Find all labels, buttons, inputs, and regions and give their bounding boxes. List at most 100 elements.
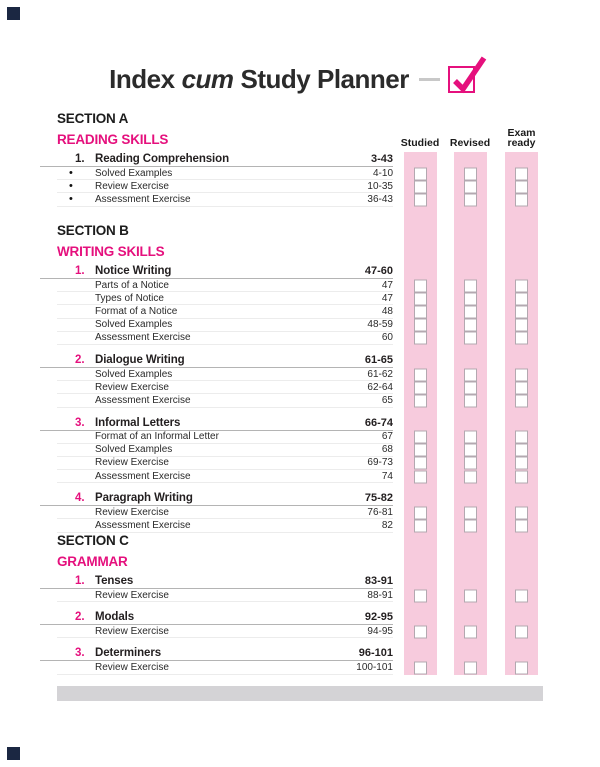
checkbox-studied[interactable] [414,394,427,408]
checkbox-exam-ready[interactable] [515,470,528,484]
topic-pages: 61-65 [364,353,393,366]
topic-group: 1. Tenses 83-91 Review Exercise 88-91 [40,574,543,603]
checkbox-revised[interactable] [464,180,477,194]
checkbox-studied[interactable] [414,193,427,207]
checkbox-revised[interactable] [464,470,477,484]
item-row: Assessment Exercise 60 [57,331,543,345]
checkbox-exam-ready[interactable] [515,305,528,319]
checkbox-exam-ready[interactable] [515,331,528,345]
checkbox-studied[interactable] [414,167,427,181]
checkbox-revised[interactable] [464,368,477,382]
checkbox-studied[interactable] [414,305,427,319]
topic-row: 1. Notice Writing 47-60 [40,264,393,279]
checkbox-revised[interactable] [464,661,477,675]
item-text: Assessment Exercise 60 [57,332,393,345]
checkbox-revised[interactable] [464,443,477,457]
item-row: Assessment Exercise 65 [57,394,543,408]
item-text: Solved Examples 61-62 [57,368,393,382]
checkbox-revised[interactable] [464,292,477,306]
checkbox-revised[interactable] [464,506,477,520]
topic-row: 2. Dialogue Writing 61-65 [40,353,393,368]
item-label: Review Exercise [95,180,169,192]
checkbox-exam-ready[interactable] [515,625,528,639]
checkbox-revised[interactable] [464,193,477,207]
checkbox-exam-ready[interactable] [515,443,528,457]
checkbox-exam-ready[interactable] [515,292,528,306]
item-label: Parts of a Notice [95,279,169,291]
item-row: Assessment Exercise 74 [57,470,543,484]
topic-pages: 47-60 [364,265,393,277]
topic-title: Tenses [95,575,134,587]
checkbox-exam-ready[interactable] [515,180,528,194]
checkbox-revised[interactable] [464,279,477,293]
item-pages: 65 [381,394,393,406]
checkbox-exam-ready[interactable] [515,167,528,181]
checkbox-exam-ready[interactable] [515,589,528,603]
checkbox-studied[interactable] [414,625,427,639]
checkbox-revised[interactable] [464,167,477,181]
checkbox-studied[interactable] [414,443,427,457]
checkbox-revised[interactable] [464,381,477,395]
checkbox-revised[interactable] [464,430,477,444]
checkbox-revised[interactable] [464,394,477,408]
checkbox-exam-ready[interactable] [515,318,528,332]
topic-number: 1. [75,153,85,165]
checkbox-studied[interactable] [414,456,427,470]
revised-column-band [454,152,487,675]
checkbox-exam-ready[interactable] [515,519,528,533]
checkbox-exam-ready[interactable] [515,430,528,444]
topic-group: 1. Reading Comprehension 3-43 • Solved Examp… [40,152,543,207]
checkbox-studied[interactable] [414,430,427,444]
checkbox-exam-ready[interactable] [515,368,528,382]
section-heading: SECTION B [57,223,129,238]
checkbox-revised[interactable] [464,456,477,470]
checkbox-studied[interactable] [414,470,427,484]
checkbox-studied[interactable] [414,292,427,306]
topic-pages: 96-101 [358,647,393,660]
checkbox-studied[interactable] [414,381,427,395]
topic-pages: 66-74 [364,416,393,429]
checkbox-studied[interactable] [414,368,427,382]
topic-number: 1. [75,575,85,587]
studied-column-band [404,152,437,675]
item-label: Solved Examples [95,368,173,380]
item-text: • Review Exercise 10-35 [57,180,393,194]
item-text: • Assessment Exercise 36-43 [57,193,393,207]
checkbox-revised[interactable] [464,331,477,345]
item-label: Review Exercise [95,589,169,601]
checkbox-exam-ready[interactable] [515,193,528,207]
topic-number: 3. [75,416,85,429]
item-pages: 68 [381,444,393,456]
section-section-c: SECTION C GRAMMAR 1. Tenses 83-91 Review Exer… [40,534,543,675]
checkbox-exam-ready[interactable] [515,661,528,675]
checkbox-exam-ready[interactable] [515,456,528,470]
topic-pages: 75-82 [364,492,393,505]
footer-bar [57,686,543,701]
item-label: Solved Examples [95,444,173,456]
checkbox-exam-ready[interactable] [515,394,528,408]
column-header-exam-ready: Exam ready [507,127,536,149]
topic-group: 3. Informal Letters 66-74 Format of an Info… [40,416,543,484]
checkbox-studied[interactable] [414,180,427,194]
checkbox-revised[interactable] [464,589,477,603]
checkbox-studied[interactable] [414,661,427,675]
checkbox-studied[interactable] [414,318,427,332]
item-text: Parts of a Notice 47 [57,279,393,293]
checkbox-exam-ready[interactable] [515,279,528,293]
checkbox-revised[interactable] [464,519,477,533]
checkbox-studied[interactable] [414,519,427,533]
section-subheading: GRAMMAR [57,554,128,569]
checkbox-exam-ready[interactable] [515,381,528,395]
checkbox-studied[interactable] [414,331,427,345]
checkbox-studied[interactable] [414,589,427,603]
checkbox-revised[interactable] [464,318,477,332]
checkbox-exam-ready[interactable] [515,506,528,520]
checkbox-studied[interactable] [414,279,427,293]
checkbox-revised[interactable] [464,625,477,639]
checkbox-revised[interactable] [464,305,477,319]
checkbox-studied[interactable] [414,506,427,520]
item-label: Review Exercise [95,625,169,637]
item-bullet: • [69,167,73,180]
topic-row: 3. Determiners 96-101 [40,646,393,662]
item-row: Review Exercise 94-95 [57,625,543,639]
